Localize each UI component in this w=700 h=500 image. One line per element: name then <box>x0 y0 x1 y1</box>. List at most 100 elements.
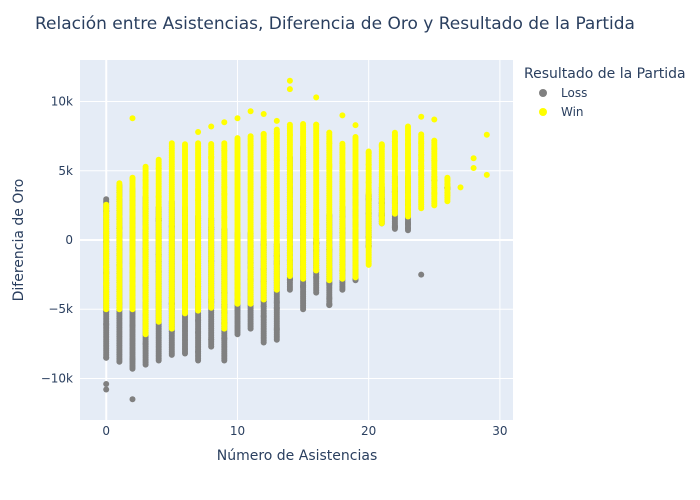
data-point[interactable] <box>182 182 188 189</box>
data-point[interactable] <box>155 193 162 200</box>
data-point[interactable] <box>418 157 425 164</box>
data-point[interactable] <box>378 181 385 188</box>
data-point[interactable] <box>260 226 267 233</box>
data-point[interactable] <box>168 140 175 147</box>
data-point[interactable] <box>286 195 293 202</box>
data-point[interactable] <box>103 229 110 236</box>
data-point[interactable] <box>418 172 425 178</box>
data-point[interactable] <box>103 196 110 203</box>
data-point[interactable] <box>116 180 123 187</box>
data-point[interactable] <box>221 119 228 126</box>
data-point[interactable] <box>221 159 228 165</box>
data-point[interactable] <box>208 292 215 299</box>
data-point[interactable] <box>365 149 372 156</box>
data-point[interactable] <box>326 281 333 288</box>
data-point[interactable] <box>378 214 385 220</box>
data-point[interactable] <box>247 199 254 206</box>
data-point[interactable] <box>418 140 425 146</box>
data-point[interactable] <box>339 159 346 166</box>
data-point[interactable] <box>378 191 385 198</box>
data-point[interactable] <box>129 175 136 182</box>
data-point[interactable] <box>405 123 411 130</box>
data-point[interactable] <box>221 184 228 191</box>
data-point[interactable] <box>352 204 359 211</box>
data-point[interactable] <box>286 254 293 261</box>
data-point[interactable] <box>300 121 307 127</box>
data-point[interactable] <box>286 77 293 84</box>
data-point[interactable] <box>300 283 307 290</box>
data-point[interactable] <box>391 132 398 139</box>
data-point[interactable] <box>168 221 175 228</box>
data-point[interactable] <box>234 135 241 142</box>
data-point[interactable] <box>470 165 477 171</box>
data-point[interactable] <box>260 184 267 191</box>
data-point[interactable] <box>431 157 438 164</box>
data-point[interactable] <box>129 115 136 122</box>
data-point[interactable] <box>155 165 162 172</box>
data-point[interactable] <box>300 249 307 256</box>
data-point[interactable] <box>129 210 136 217</box>
data-point[interactable] <box>103 201 110 208</box>
data-point[interactable] <box>208 123 215 130</box>
data-point[interactable] <box>195 129 202 135</box>
data-point[interactable] <box>195 140 202 147</box>
data-point[interactable] <box>182 218 188 225</box>
data-point[interactable] <box>352 122 359 129</box>
data-point[interactable] <box>129 356 136 363</box>
data-point[interactable] <box>339 167 346 174</box>
data-point[interactable] <box>365 179 372 186</box>
legend-item-win[interactable]: Win <box>539 105 584 119</box>
data-point[interactable] <box>168 202 175 209</box>
data-point[interactable] <box>116 235 123 242</box>
data-point[interactable] <box>116 227 123 234</box>
data-point[interactable] <box>405 220 411 227</box>
data-point[interactable] <box>103 321 110 328</box>
data-point[interactable] <box>142 177 149 184</box>
data-point[interactable] <box>234 115 241 122</box>
data-point[interactable] <box>326 242 333 249</box>
data-point[interactable] <box>195 348 202 355</box>
data-point[interactable] <box>103 213 110 220</box>
data-point[interactable] <box>103 281 110 288</box>
data-point[interactable] <box>234 294 241 301</box>
data-point[interactable] <box>273 299 280 306</box>
data-point[interactable] <box>326 295 333 302</box>
data-point[interactable] <box>365 161 372 168</box>
data-point[interactable] <box>391 138 398 145</box>
data-point[interactable] <box>208 169 215 176</box>
data-point[interactable] <box>260 220 267 227</box>
data-point[interactable] <box>286 132 293 138</box>
data-point[interactable] <box>234 286 241 293</box>
data-point[interactable] <box>313 256 320 263</box>
data-point[interactable] <box>155 288 162 295</box>
data-point[interactable] <box>352 134 359 140</box>
data-point[interactable] <box>195 258 202 265</box>
data-point[interactable] <box>418 271 425 278</box>
data-point[interactable] <box>352 172 359 179</box>
data-point[interactable] <box>405 225 411 232</box>
data-point[interactable] <box>208 336 215 343</box>
data-point[interactable] <box>418 131 425 138</box>
data-point[interactable] <box>339 145 346 152</box>
data-point[interactable] <box>195 197 202 204</box>
data-point[interactable] <box>168 231 175 238</box>
data-point[interactable] <box>300 233 307 240</box>
data-point[interactable] <box>129 280 136 287</box>
data-point[interactable] <box>391 182 398 189</box>
data-point[interactable] <box>273 157 280 164</box>
data-point[interactable] <box>234 307 241 314</box>
data-point[interactable] <box>116 213 123 220</box>
data-point[interactable] <box>221 147 228 154</box>
data-point[interactable] <box>300 175 307 182</box>
data-point[interactable] <box>286 121 293 128</box>
data-point[interactable] <box>339 140 346 147</box>
data-point[interactable] <box>286 241 293 247</box>
data-point[interactable] <box>103 354 110 361</box>
data-point[interactable] <box>155 156 162 163</box>
data-point[interactable] <box>326 164 333 170</box>
data-point[interactable] <box>273 277 280 283</box>
data-point[interactable] <box>470 155 477 162</box>
data-point[interactable] <box>116 264 123 270</box>
data-point[interactable] <box>142 308 149 315</box>
data-point[interactable] <box>142 223 149 230</box>
